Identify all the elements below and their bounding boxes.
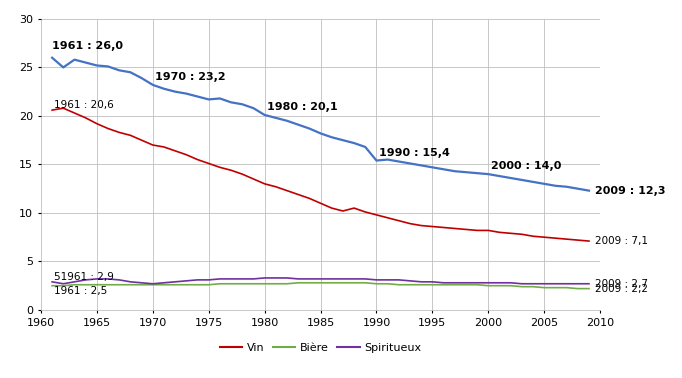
- Text: 2009 : 7,1: 2009 : 7,1: [595, 236, 648, 246]
- Legend: Vin, Bière, Spiritueux: Vin, Bière, Spiritueux: [216, 339, 426, 358]
- Text: 2009 : 2,7: 2009 : 2,7: [595, 279, 648, 289]
- Text: 1961 : 2,5: 1961 : 2,5: [55, 286, 108, 296]
- Text: 1961 : 20,6: 1961 : 20,6: [55, 100, 114, 110]
- Text: 1990 : 15,4: 1990 : 15,4: [379, 148, 449, 158]
- Text: 2009 : 12,3: 2009 : 12,3: [595, 186, 665, 196]
- Text: 1980 : 20,1: 1980 : 20,1: [267, 102, 338, 112]
- Text: 1970 : 23,2: 1970 : 23,2: [155, 72, 226, 82]
- Text: 2000 : 14,0: 2000 : 14,0: [490, 161, 561, 171]
- Text: 2009 : 2,2: 2009 : 2,2: [595, 284, 648, 294]
- Text: 1961 : 26,0: 1961 : 26,0: [52, 41, 123, 51]
- Text: 51961 : 2,9: 51961 : 2,9: [55, 272, 114, 282]
